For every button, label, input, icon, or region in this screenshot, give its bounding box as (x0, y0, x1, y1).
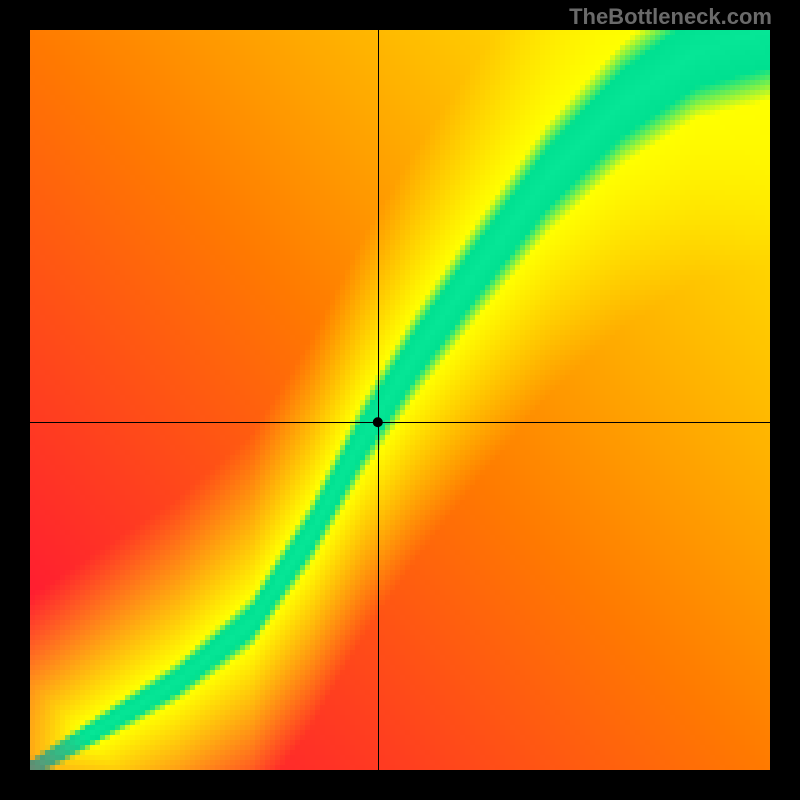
chart-container: TheBottleneck.com (0, 0, 800, 800)
crosshair-overlay (0, 0, 800, 800)
